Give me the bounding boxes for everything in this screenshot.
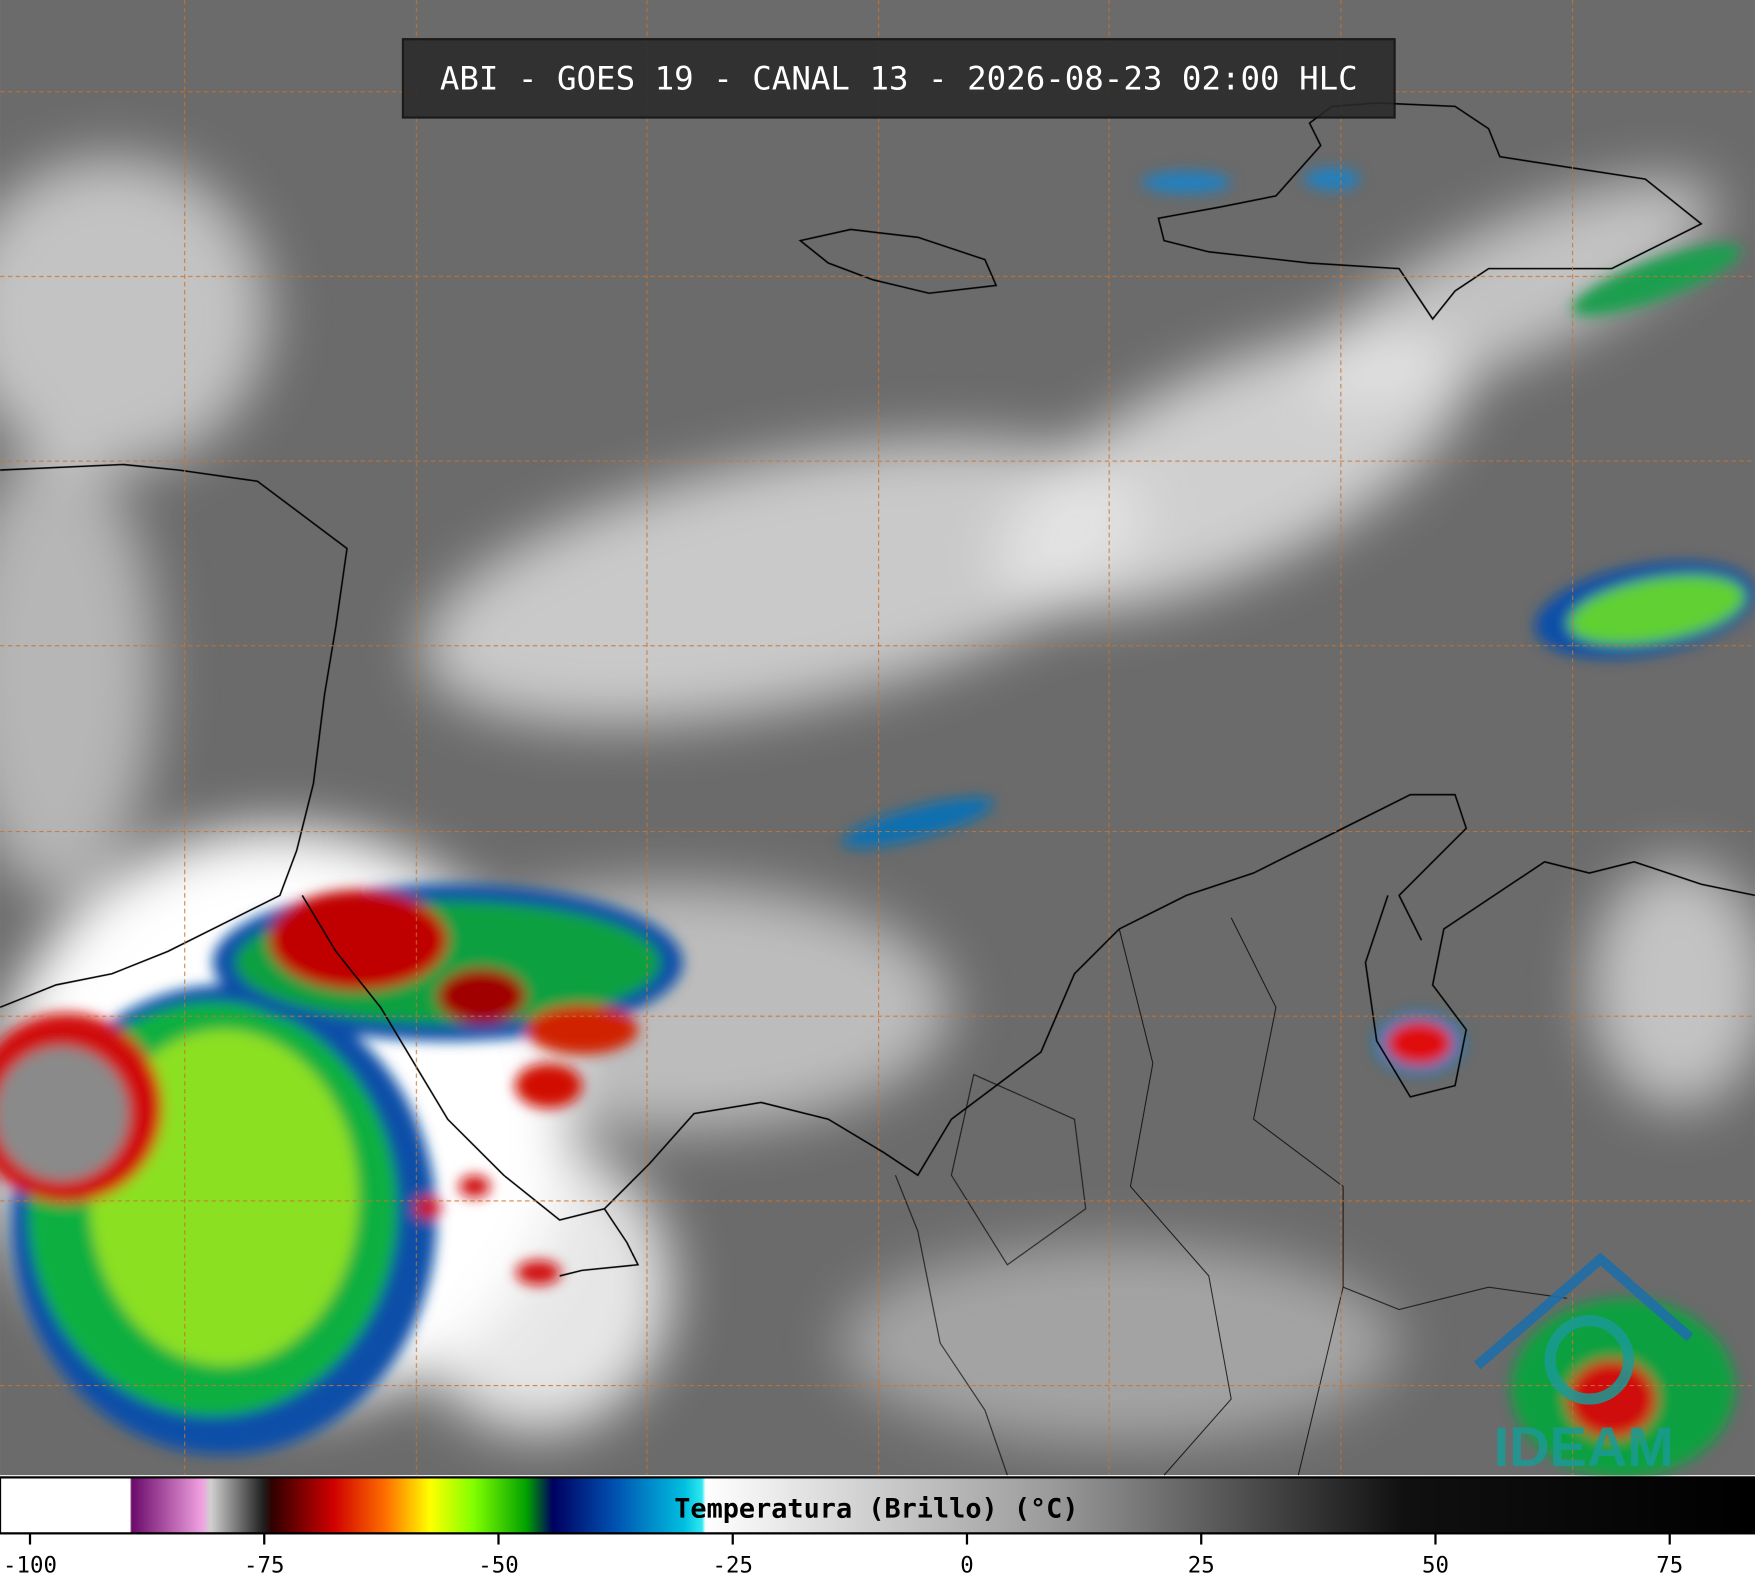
coastlines — [0, 102, 1755, 1277]
title-box: ABI - GOES 19 - CANAL 13 - 2026-08-23 02… — [401, 38, 1396, 119]
graticule — [0, 0, 1755, 1476]
logo: IDEAM — [1474, 1252, 1694, 1478]
tick-label: 50 — [1422, 1553, 1449, 1577]
tick-label: -75 — [244, 1553, 284, 1577]
tick-label: -25 — [713, 1553, 753, 1577]
tick-label: 75 — [1656, 1553, 1683, 1577]
map: IDEAM ABI - GOES 19 - CANAL 13 - 2026-08… — [0, 0, 1755, 1478]
logo-text: IDEAM — [1494, 1415, 1674, 1478]
tick-label: -50 — [478, 1553, 518, 1577]
colorbar: Temperatura (Brillo) (°C) -100 -75 -50 -25 0… — [0, 1476, 1755, 1577]
colorbar-label: Temperatura (Brillo) (°C) — [674, 1494, 1078, 1525]
tick-label: -100 — [3, 1553, 57, 1577]
borders — [894, 917, 1568, 1476]
tick-label: 25 — [1188, 1553, 1215, 1577]
storms — [0, 167, 1755, 1478]
tick-label: 0 — [960, 1553, 973, 1577]
title: ABI - GOES 19 - CANAL 13 - 2026-08-23 02… — [440, 60, 1358, 98]
